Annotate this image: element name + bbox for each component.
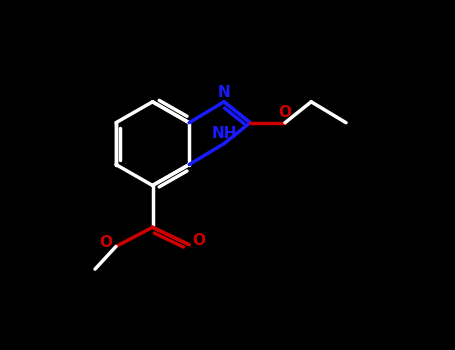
Text: O: O <box>100 235 113 250</box>
Text: O: O <box>192 233 205 248</box>
Text: N: N <box>217 85 230 99</box>
Text: NH: NH <box>211 126 237 141</box>
Text: O: O <box>278 105 292 120</box>
